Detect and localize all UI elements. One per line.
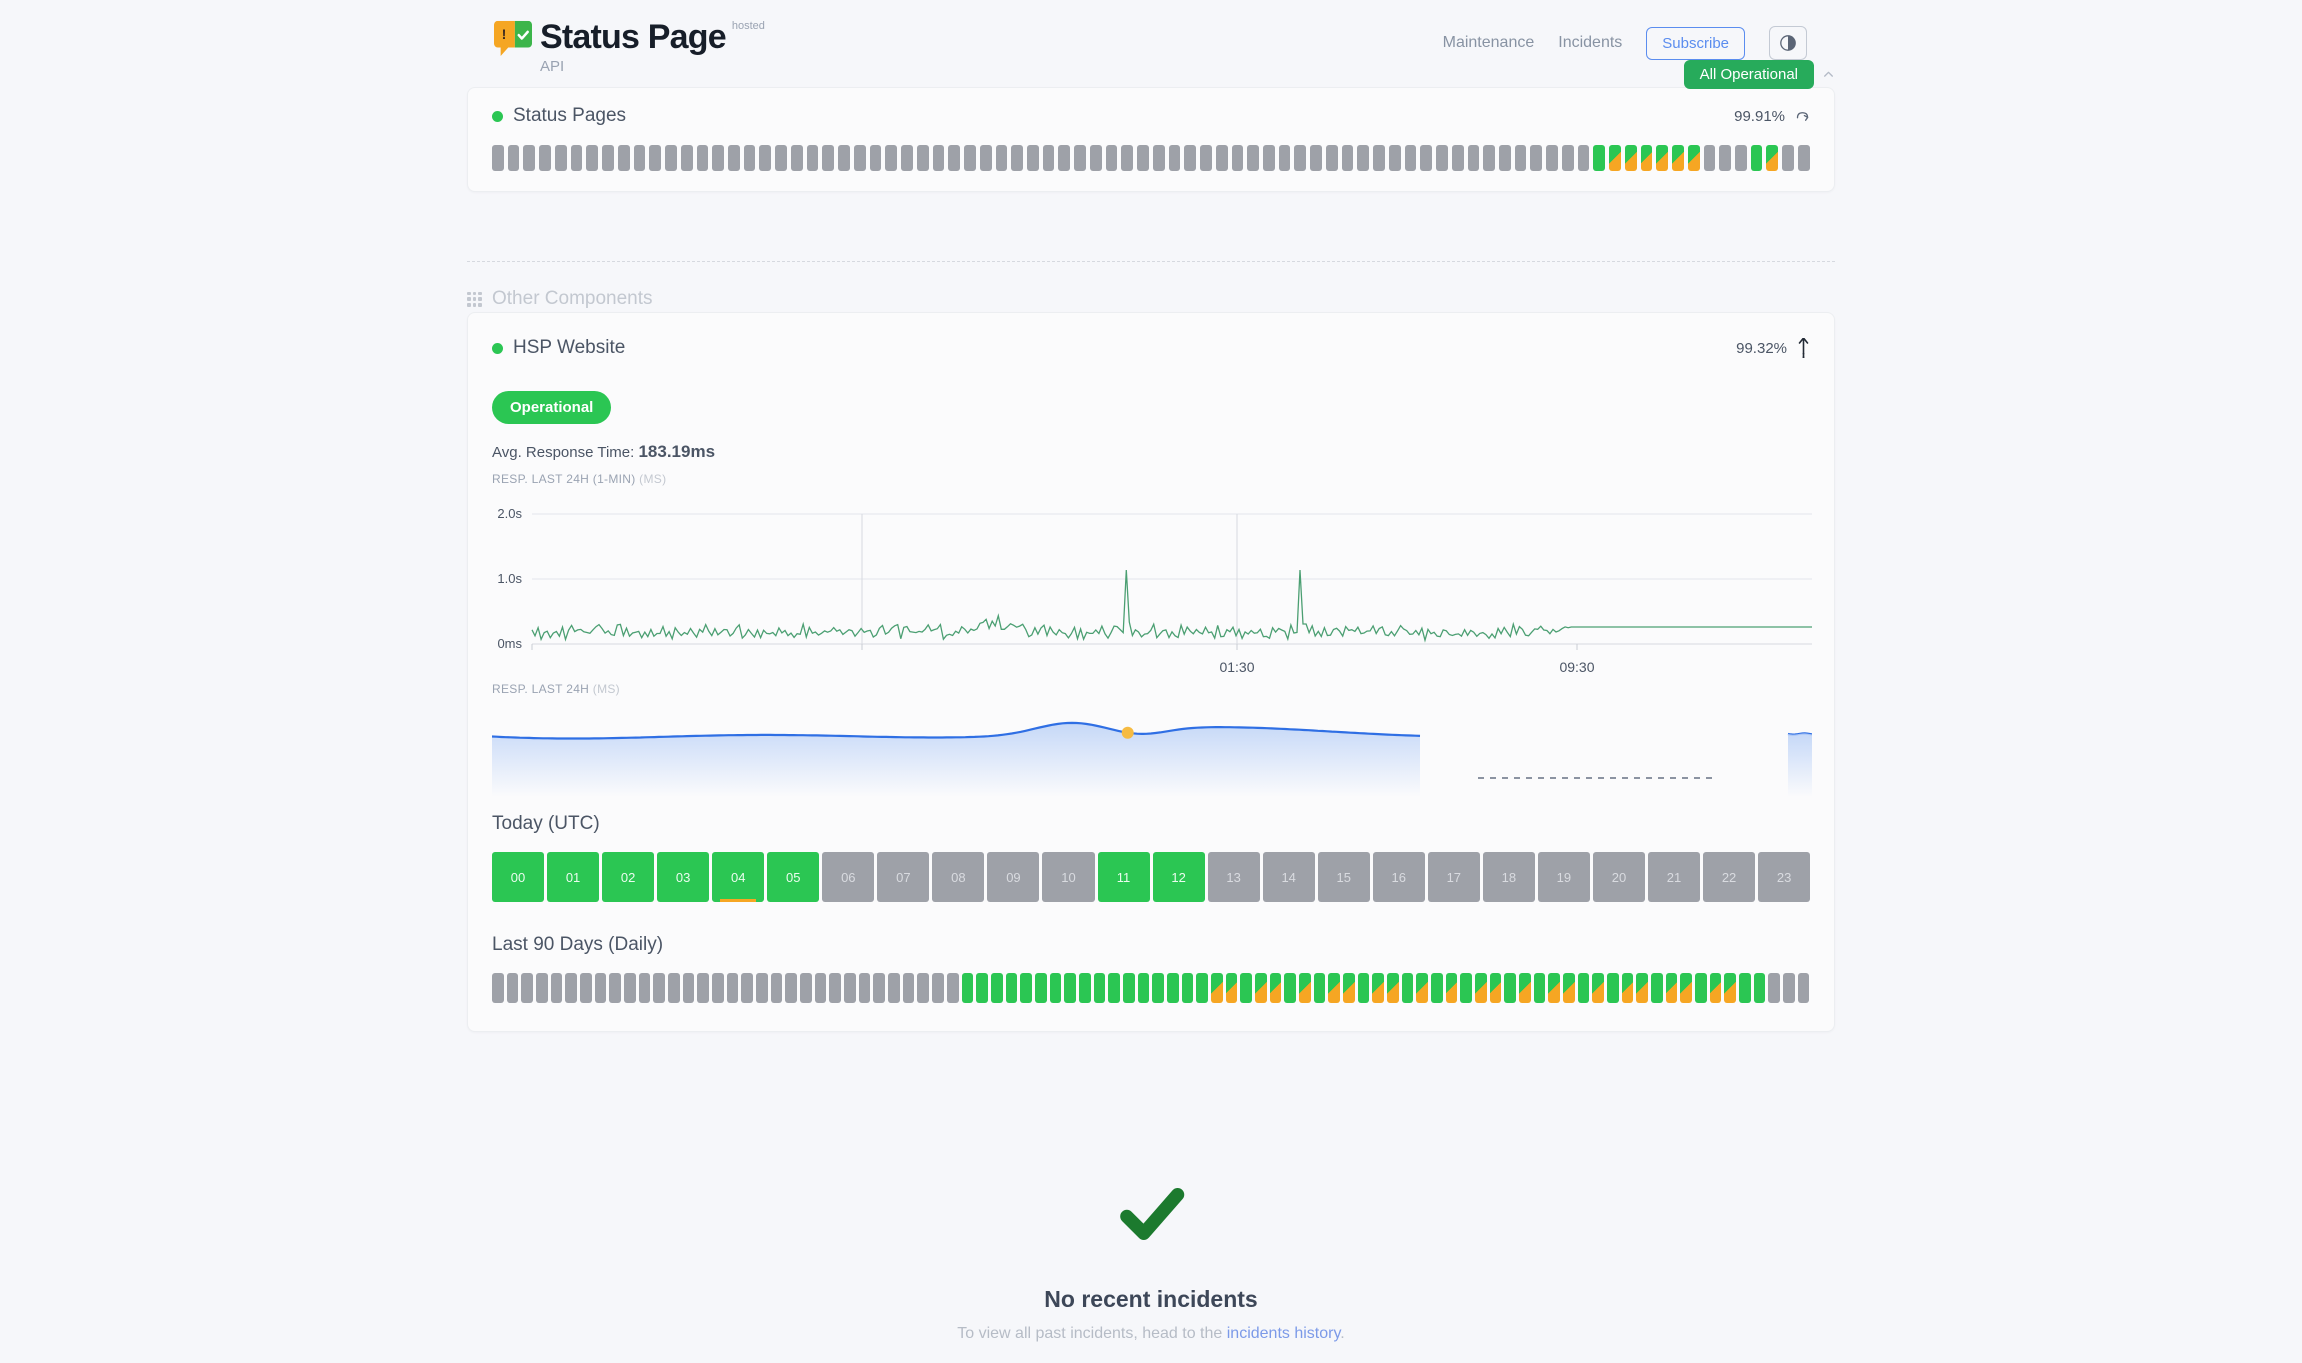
svg-text:01:30: 01:30: [1219, 659, 1254, 675]
svg-text:1.0s: 1.0s: [497, 571, 522, 586]
svg-text:09:30: 09:30: [1559, 659, 1594, 675]
svg-text:2.0s: 2.0s: [497, 506, 522, 521]
svg-text:0ms: 0ms: [497, 636, 522, 651]
svg-text:!: !: [502, 27, 507, 43]
